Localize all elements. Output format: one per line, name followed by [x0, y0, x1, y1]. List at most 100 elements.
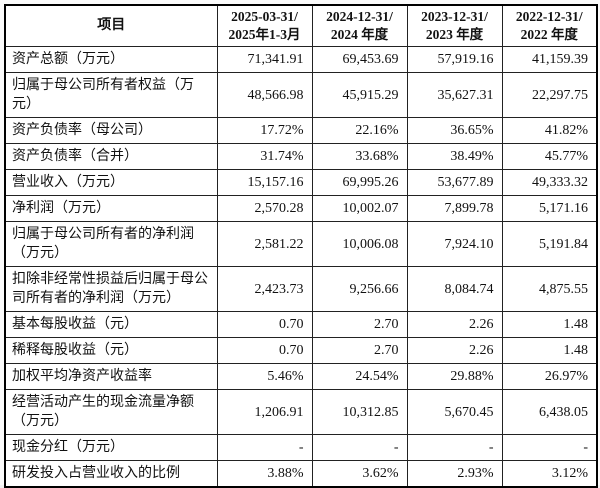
cell-value: 10,002.07 [311, 195, 408, 222]
table-row: 资产总额（万元） 71,341.91 69,453.69 57,919.16 41,15… [4, 46, 598, 73]
cell-value: 8,084.74 [406, 266, 503, 312]
cell-value: 29.88% [406, 363, 503, 390]
cell-value: 53,677.89 [406, 169, 503, 196]
cell-value: 5,670.45 [406, 389, 503, 435]
cell-value: 15,157.16 [216, 169, 313, 196]
cell-value: 10,312.85 [311, 389, 408, 435]
cell-value: 24.54% [311, 363, 408, 390]
cell-value: 45.77% [501, 143, 598, 170]
cell-value: 2,570.28 [216, 195, 313, 222]
cell-value: 41.82% [501, 117, 598, 144]
cell-value: 1,206.91 [216, 389, 313, 435]
table-row: 扣除非经常性损益后归属于母公司所有者的净利润（万元） 2,423.73 9,256.… [4, 266, 598, 312]
row-label: 经营活动产生的现金流量净额（万元） [4, 389, 218, 435]
column-header-period-3: 2022-12-31/2022 年度 [501, 4, 598, 47]
table-row: 基本每股收益（元） 0.70 2.70 2.26 1.48 [4, 311, 598, 338]
row-label: 归属于母公司所有者权益（万元） [4, 72, 218, 118]
cell-value: 69,453.69 [311, 46, 408, 73]
header-date-line: 2024-12-31/ [326, 9, 393, 24]
cell-value: 71,341.91 [216, 46, 313, 73]
cell-value: 31.74% [216, 143, 313, 170]
cell-value: 38.49% [406, 143, 503, 170]
cell-value: 0.70 [216, 311, 313, 338]
cell-value: 22.16% [311, 117, 408, 144]
cell-value: 1.48 [501, 337, 598, 364]
cell-value: 49,333.32 [501, 169, 598, 196]
table-row: 现金分红（万元） - - - - [4, 434, 598, 461]
row-label: 资产负债率（合并） [4, 143, 218, 170]
cell-value: 69,995.26 [311, 169, 408, 196]
cell-value: 41,159.39 [501, 46, 598, 73]
table-row: 研发投入占营业收入的比例 3.88% 3.62% 2.93% 3.12% [4, 460, 598, 488]
row-label: 营业收入（万元） [4, 169, 218, 196]
header-period-line: 2022 年度 [520, 27, 578, 42]
row-label: 净利润（万元） [4, 195, 218, 222]
cell-value: 4,875.55 [501, 266, 598, 312]
row-label: 归属于母公司所有者的净利润（万元） [4, 221, 218, 267]
cell-value: 2.26 [406, 337, 503, 364]
header-period-line: 2024 年度 [330, 27, 389, 42]
cell-value: - [216, 434, 313, 461]
cell-value: 9,256.66 [311, 266, 408, 312]
column-header-item: 项目 [4, 4, 218, 47]
cell-value: 36.65% [406, 117, 503, 144]
header-date-line: 2022-12-31/ [515, 9, 583, 24]
cell-value: 7,899.78 [406, 195, 503, 222]
header-period-line: 2023 年度 [425, 27, 484, 42]
cell-value: 33.68% [311, 143, 408, 170]
header-row: 项目 2025-03-31/2025年1-3月 2024-12-31/2024 年… [4, 4, 598, 47]
cell-value: 1.48 [501, 311, 598, 338]
row-label: 资产总额（万元） [4, 46, 218, 73]
row-label: 稀释每股收益（元） [4, 337, 218, 364]
cell-value: 57,919.16 [406, 46, 503, 73]
cell-value: 7,924.10 [406, 221, 503, 267]
row-label: 基本每股收益（元） [4, 311, 218, 338]
table-row: 加权平均净资产收益率 5.46% 24.54% 29.88% 26.97% [4, 363, 598, 390]
cell-value: - [311, 434, 408, 461]
cell-value: 35,627.31 [406, 72, 503, 118]
cell-value: 2.70 [311, 311, 408, 338]
table-row: 稀释每股收益（元） 0.70 2.70 2.26 1.48 [4, 337, 598, 364]
header-date-line: 2023-12-31/ [421, 9, 488, 24]
column-header-period-1: 2024-12-31/2024 年度 [311, 4, 408, 47]
cell-value: 45,915.29 [311, 72, 408, 118]
cell-value: 2.26 [406, 311, 503, 338]
financial-summary-table: 项目 2025-03-31/2025年1-3月 2024-12-31/2024 年… [4, 4, 598, 488]
table-row: 资产负债率（母公司） 17.72% 22.16% 36.65% 41.82% [4, 117, 598, 144]
table-row: 净利润（万元） 2,570.28 10,002.07 7,899.78 5,171.16 [4, 195, 598, 222]
cell-value: 3.62% [311, 460, 408, 488]
table-body: 资产总额（万元） 71,341.91 69,453.69 57,919.16 41,15… [4, 46, 598, 488]
cell-value: 6,438.05 [501, 389, 598, 435]
cell-value: 48,566.98 [216, 72, 313, 118]
cell-value: 2.70 [311, 337, 408, 364]
cell-value: 3.12% [501, 460, 598, 488]
table-row: 归属于母公司所有者权益（万元） 48,566.98 45,915.29 35,627.… [4, 72, 598, 118]
cell-value: 26.97% [501, 363, 598, 390]
column-header-period-0: 2025-03-31/2025年1-3月 [216, 4, 313, 47]
cell-value: 10,006.08 [311, 221, 408, 267]
column-header-period-2: 2023-12-31/2023 年度 [406, 4, 503, 47]
row-label: 扣除非经常性损益后归属于母公司所有者的净利润（万元） [4, 266, 218, 312]
cell-value: 17.72% [216, 117, 313, 144]
table-row: 资产负债率（合并） 31.74% 33.68% 38.49% 45.77% [4, 143, 598, 170]
cell-value: - [406, 434, 503, 461]
row-label: 资产负债率（母公司） [4, 117, 218, 144]
cell-value: 3.88% [216, 460, 313, 488]
cell-value: 2.93% [406, 460, 503, 488]
cell-value: 22,297.75 [501, 72, 598, 118]
table-row: 经营活动产生的现金流量净额（万元） 1,206.91 10,312.85 5,670.… [4, 389, 598, 435]
cell-value: - [501, 434, 598, 461]
cell-value: 2,423.73 [216, 266, 313, 312]
row-label: 研发投入占营业收入的比例 [4, 460, 218, 488]
cell-value: 0.70 [216, 337, 313, 364]
header-date-line: 2025-03-31/ [231, 9, 298, 24]
table-row: 归属于母公司所有者的净利润（万元） 2,581.22 10,006.08 7,924.… [4, 221, 598, 267]
table-row: 营业收入（万元） 15,157.16 69,995.26 53,677.89 49,33… [4, 169, 598, 196]
table-header: 项目 2025-03-31/2025年1-3月 2024-12-31/2024 年… [4, 4, 598, 47]
header-period-line: 2025年1-3月 [228, 27, 301, 42]
cell-value: 5,191.84 [501, 221, 598, 267]
row-label: 现金分红（万元） [4, 434, 218, 461]
cell-value: 5,171.16 [501, 195, 598, 222]
cell-value: 5.46% [216, 363, 313, 390]
